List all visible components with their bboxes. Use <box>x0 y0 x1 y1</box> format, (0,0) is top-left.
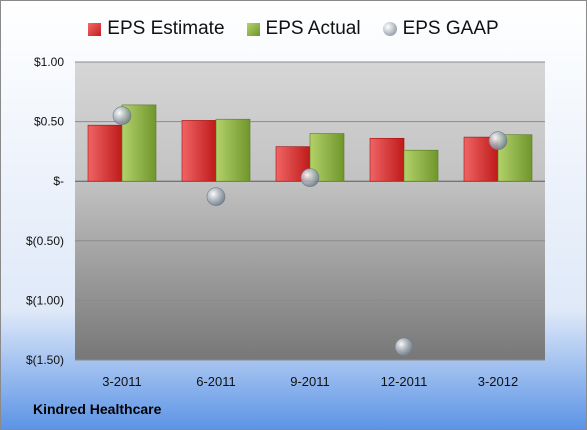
company-name: Kindred Healthcare <box>33 401 162 417</box>
legend-swatch-gaap <box>382 22 397 36</box>
legend-item-estimate: EPS Estimate <box>88 18 225 40</box>
legend-item-gaap: EPS GAAP <box>382 18 499 40</box>
x-tick-label: 12-2011 <box>381 374 428 389</box>
x-tick-label: 3-2011 <box>102 374 142 389</box>
legend: EPS Estimate EPS Actual EPS GAAP <box>0 16 587 42</box>
marker-eps-gaap <box>488 131 508 150</box>
y-tick-label: $- <box>53 174 64 188</box>
bar-eps-estimate <box>181 120 217 182</box>
marker-eps-gaap <box>206 187 226 206</box>
y-tick-label: $(1.50) <box>26 353 64 367</box>
legend-swatch-estimate <box>88 22 102 36</box>
bar-eps-actual <box>403 149 439 182</box>
bars <box>87 104 533 182</box>
y-axis-labels: $1.00 $0.50 $- $(0.50) $(1.00) $(1.50) <box>26 55 64 367</box>
x-tick-label: 3-2012 <box>478 374 518 389</box>
y-tick-label: $(0.50) <box>26 234 64 248</box>
y-tick-label: $1.00 <box>34 55 64 69</box>
marker-eps-gaap <box>394 337 414 357</box>
legend-label-actual: EPS Actual <box>265 18 361 39</box>
x-tick-label: 6-2011 <box>196 374 236 389</box>
y-tick-label: $(1.00) <box>26 293 64 307</box>
legend-label-estimate: EPS Estimate <box>107 18 225 39</box>
y-tick-label: $0.50 <box>34 115 64 129</box>
legend-swatch-actual <box>246 22 260 36</box>
legend-item-actual: EPS Actual <box>246 18 361 40</box>
bar-eps-actual <box>215 118 251 182</box>
marker-eps-gaap <box>112 106 132 125</box>
x-axis-labels: 3-2011 6-2011 9-2011 12-2011 3-2012 <box>102 374 518 389</box>
marker-eps-gaap <box>300 168 320 187</box>
x-tick-label: 9-2011 <box>290 374 330 389</box>
bar-eps-estimate <box>87 124 123 182</box>
gaap-markers <box>112 106 508 357</box>
bar-eps-estimate <box>369 137 405 182</box>
legend-label-gaap: EPS GAAP <box>402 18 499 39</box>
